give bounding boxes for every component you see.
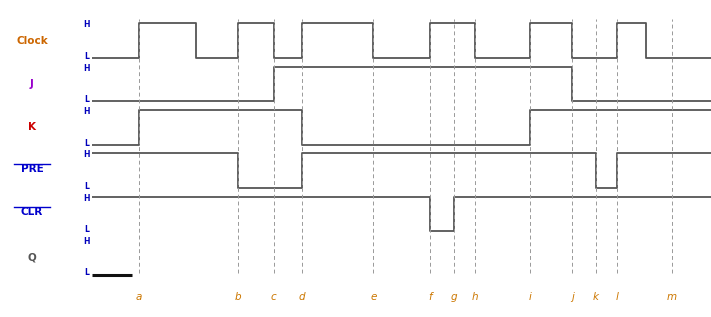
Text: h: h (471, 292, 479, 302)
Text: m: m (667, 292, 677, 302)
Text: H: H (83, 21, 90, 29)
Text: k: k (593, 292, 599, 302)
Text: Clock: Clock (16, 36, 48, 46)
Text: c: c (271, 292, 277, 302)
Text: H: H (83, 194, 90, 203)
Text: Q: Q (28, 252, 36, 262)
Text: H: H (83, 64, 90, 73)
Text: l: l (616, 292, 619, 302)
Text: K: K (28, 122, 36, 132)
Text: b: b (235, 292, 242, 302)
Text: d: d (299, 292, 306, 302)
Text: H: H (83, 107, 90, 116)
Text: J: J (30, 79, 34, 89)
Text: j: j (571, 292, 574, 302)
Text: PRE: PRE (21, 164, 43, 174)
Text: L: L (85, 225, 89, 234)
Text: L: L (85, 139, 89, 147)
Text: L: L (85, 52, 89, 61)
Text: H: H (83, 237, 90, 246)
Text: H: H (83, 151, 90, 159)
Text: L: L (85, 268, 89, 277)
Text: CLR: CLR (21, 207, 43, 217)
Text: g: g (450, 292, 457, 302)
Text: L: L (85, 182, 89, 191)
Text: f: f (428, 292, 432, 302)
Text: a: a (136, 292, 141, 302)
Text: i: i (528, 292, 531, 302)
Text: e: e (370, 292, 376, 302)
Text: L: L (85, 95, 89, 104)
